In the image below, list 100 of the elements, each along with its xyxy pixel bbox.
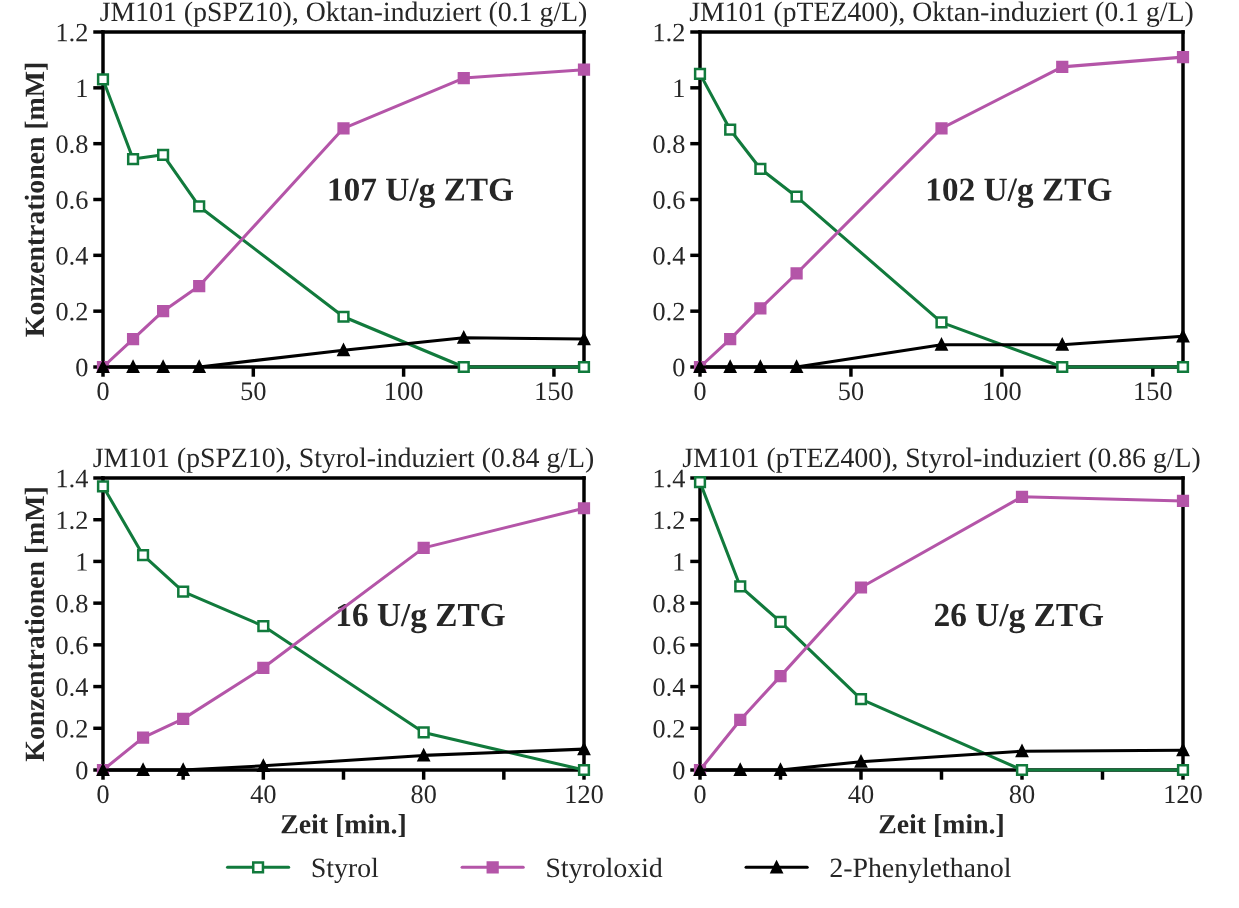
y-tick-label: 0 bbox=[76, 761, 88, 780]
legend-label: Styrol bbox=[312, 857, 379, 883]
x-tick-label: 100 bbox=[386, 382, 423, 401]
point bbox=[774, 615, 787, 629]
point bbox=[774, 670, 787, 683]
y-tick-label: 0.2 bbox=[56, 302, 87, 321]
x-tick-label: 120 bbox=[566, 785, 603, 804]
point bbox=[577, 360, 591, 374]
y-tick-label: 1.2 bbox=[57, 23, 87, 42]
point bbox=[136, 731, 150, 744]
y-tick-label: 0.2 bbox=[56, 719, 87, 738]
point bbox=[577, 502, 591, 515]
point bbox=[935, 338, 948, 351]
point bbox=[734, 763, 747, 777]
y-tick-label: 1 bbox=[77, 553, 87, 571]
y-tick-label: 1.4 bbox=[57, 469, 88, 488]
point bbox=[417, 541, 430, 554]
x-tick-label: 80 bbox=[1009, 785, 1035, 804]
point bbox=[854, 755, 868, 768]
y-tick-label: 0.2 bbox=[653, 302, 684, 321]
point bbox=[724, 123, 737, 136]
y-tick-label: 0.6 bbox=[56, 191, 88, 210]
y-tick-label: 0.4 bbox=[56, 246, 88, 265]
legend-label: Styroloxid bbox=[547, 857, 663, 883]
point bbox=[1176, 51, 1190, 64]
point bbox=[193, 279, 206, 293]
point bbox=[177, 712, 190, 726]
x-tick-label: 50 bbox=[839, 382, 864, 401]
point bbox=[1176, 744, 1190, 757]
y-tick-label: 0.8 bbox=[653, 594, 685, 613]
legend-label: 2-Phenylethanol bbox=[830, 857, 1011, 883]
point bbox=[734, 580, 747, 593]
point bbox=[417, 726, 430, 739]
point bbox=[136, 549, 150, 562]
point bbox=[1015, 763, 1029, 777]
y-axis-title: Konzentrationen [mM] bbox=[24, 63, 48, 337]
y-tick-label: 0 bbox=[673, 761, 685, 780]
point bbox=[136, 763, 150, 777]
point bbox=[96, 480, 110, 493]
point bbox=[693, 67, 707, 80]
x-tick-label: 50 bbox=[241, 382, 266, 401]
point bbox=[193, 360, 206, 374]
x-tick-label: 100 bbox=[984, 382, 1021, 401]
point bbox=[337, 122, 350, 135]
y-tick-label: 1.2 bbox=[57, 511, 87, 530]
chart-title: JM101 (pSPZ10), Styrol-induziert (0.84 g/L) bbox=[93, 447, 594, 473]
point bbox=[1176, 494, 1190, 508]
x-tick-label: 150 bbox=[1135, 382, 1172, 401]
x-tick-label: 150 bbox=[536, 382, 573, 401]
y-tick-label: 0.8 bbox=[56, 135, 88, 154]
point bbox=[774, 763, 787, 777]
point bbox=[457, 71, 470, 85]
point bbox=[1015, 745, 1029, 758]
x-tick-label: 120 bbox=[1165, 785, 1202, 804]
point bbox=[177, 763, 190, 777]
x-axis-title: Zeit [min.] bbox=[281, 814, 405, 838]
y-axis-title: Konzentrationen [mM] bbox=[24, 488, 48, 762]
point bbox=[337, 310, 350, 323]
chart-title: JM101 (pTEZ400), Oktan-induziert (0.1 g/L) bbox=[689, 1, 1193, 27]
point bbox=[177, 585, 190, 598]
point bbox=[457, 331, 470, 344]
x-tick-label: 0 bbox=[97, 382, 109, 401]
point bbox=[724, 360, 737, 374]
y-tick-label: 0.6 bbox=[56, 636, 88, 655]
x-tick-label: 0 bbox=[97, 785, 109, 804]
point bbox=[257, 759, 270, 772]
point bbox=[854, 581, 868, 594]
point bbox=[754, 360, 767, 374]
point bbox=[754, 302, 767, 315]
y-tick-label: 0.4 bbox=[56, 678, 88, 697]
y-tick-label: 0.2 bbox=[653, 719, 684, 738]
point bbox=[457, 360, 470, 374]
point bbox=[854, 692, 868, 706]
y-tick-label: 0.8 bbox=[56, 594, 88, 613]
point bbox=[577, 332, 591, 346]
point bbox=[257, 661, 270, 674]
y-tick-label: 1 bbox=[77, 79, 87, 97]
point bbox=[157, 305, 170, 318]
x-tick-label: 40 bbox=[848, 785, 874, 804]
x-tick-label: 80 bbox=[411, 785, 436, 804]
point bbox=[790, 190, 803, 203]
y-tick-label: 0.6 bbox=[653, 636, 685, 655]
point bbox=[1176, 330, 1190, 343]
point bbox=[96, 73, 110, 86]
point bbox=[754, 162, 767, 175]
point bbox=[790, 360, 803, 374]
point bbox=[126, 360, 140, 374]
y-tick-label: 0 bbox=[673, 358, 685, 377]
point bbox=[157, 360, 170, 374]
chart-title: JM101 (pTEZ400), Styrol-induziert (0.86 g/L) bbox=[682, 447, 1200, 473]
point bbox=[193, 200, 206, 213]
y-tick-label: 0 bbox=[76, 358, 88, 377]
x-tick-label: 0 bbox=[694, 382, 706, 401]
y-tick-label: 1.4 bbox=[654, 469, 685, 488]
point bbox=[1176, 360, 1190, 374]
point bbox=[1056, 360, 1069, 374]
y-tick-label: 0.4 bbox=[653, 678, 685, 697]
y-tick-label: 0.4 bbox=[653, 246, 685, 265]
x-tick-label: 0 bbox=[694, 785, 706, 804]
point bbox=[1056, 338, 1069, 351]
